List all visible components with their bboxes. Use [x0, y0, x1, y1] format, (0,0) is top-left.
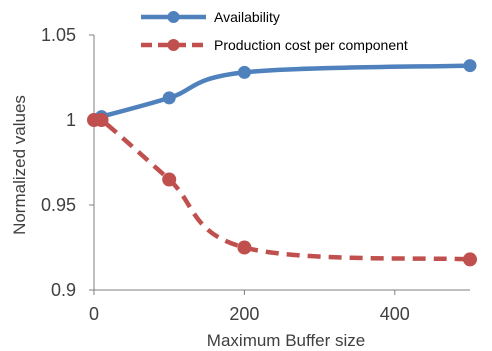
y-tick-label: 0.95: [41, 195, 76, 215]
x-tick-labels: 0 200 400: [89, 290, 410, 324]
data-point-availability: [463, 59, 477, 73]
x-tick-label: 400: [380, 304, 410, 324]
y-axis-title: Normalized values: [10, 95, 29, 235]
series-line-production-cost: [90, 113, 471, 262]
data-point-availability: [237, 65, 251, 79]
x-tick-label: 0: [89, 304, 99, 324]
legend: Availability Production cost per compone…: [141, 9, 408, 53]
legend-label-availability: Availability: [214, 9, 280, 25]
legend-item-availability: Availability: [141, 9, 280, 25]
data-point-availability: [162, 91, 176, 105]
legend-marker-production-cost: [167, 39, 180, 51]
x-axis-title: Maximum Buffer size: [207, 331, 365, 350]
data-point-production-cost: [463, 252, 477, 267]
x-tick-label: 200: [229, 304, 259, 324]
legend-label-production-cost: Production cost per component: [214, 37, 408, 53]
series-line-availability: [100, 63, 471, 119]
data-point-production-cost: [237, 240, 252, 255]
legend-marker-availability: [167, 11, 180, 23]
y-tick-label: 1.05: [41, 25, 76, 45]
y-tick-labels: 0.9 0.95 1 1.05: [41, 25, 94, 300]
data-point-production-cost: [94, 113, 109, 127]
y-tick-label: 1: [66, 110, 76, 130]
data-point-production-cost: [162, 172, 177, 187]
legend-item-production-cost: Production cost per component: [141, 37, 408, 53]
y-tick-label: 0.9: [51, 280, 76, 300]
series-layer: [87, 59, 477, 267]
